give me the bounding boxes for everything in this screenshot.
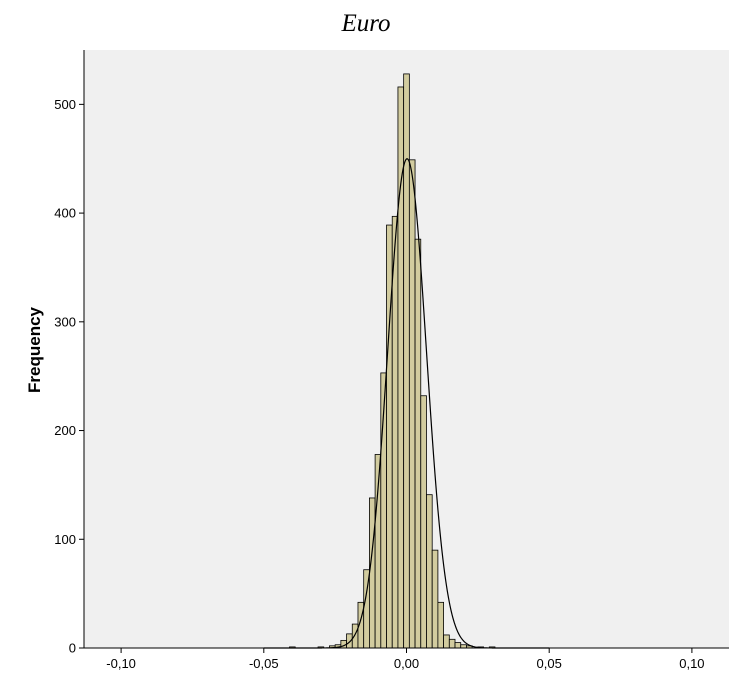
- y-tick-label: 300: [54, 314, 76, 329]
- x-tick-label: -0,10: [106, 656, 136, 671]
- histogram-bar: [443, 634, 450, 649]
- histogram-bar: [454, 642, 462, 649]
- y-tick-label: 400: [54, 206, 76, 221]
- axes: 0 100 200 300 400 500 -0,10 -0,05 0,00 0,05 0,10: [54, 50, 729, 671]
- histogram-bar: [420, 395, 427, 649]
- histogram-bar: [346, 633, 353, 649]
- y-tick-label: 100: [54, 532, 76, 547]
- histogram-bar: [391, 215, 399, 649]
- x-tick-label: 0,10: [679, 656, 704, 671]
- y-tick-label: 200: [54, 423, 76, 438]
- y-tick-label: 0: [69, 641, 76, 656]
- histogram-bar: [431, 549, 439, 649]
- histogram-bars: [289, 73, 496, 649]
- x-tick-label: -0,05: [249, 656, 279, 671]
- histogram-bar: [408, 159, 416, 649]
- chart-title: Euro: [341, 10, 391, 37]
- x-tick-label: 0,00: [394, 656, 419, 671]
- histogram-bar: [368, 497, 376, 649]
- histogram-bar: [351, 623, 359, 649]
- x-tick-label: 0,05: [537, 656, 562, 671]
- histogram-bar: [437, 601, 445, 649]
- y-tick-label: 500: [54, 97, 76, 112]
- histogram-bar: [414, 238, 422, 649]
- histogram-bar: [448, 638, 456, 649]
- histogram-bar: [426, 494, 433, 649]
- y-axis-label: Frequency: [25, 306, 44, 393]
